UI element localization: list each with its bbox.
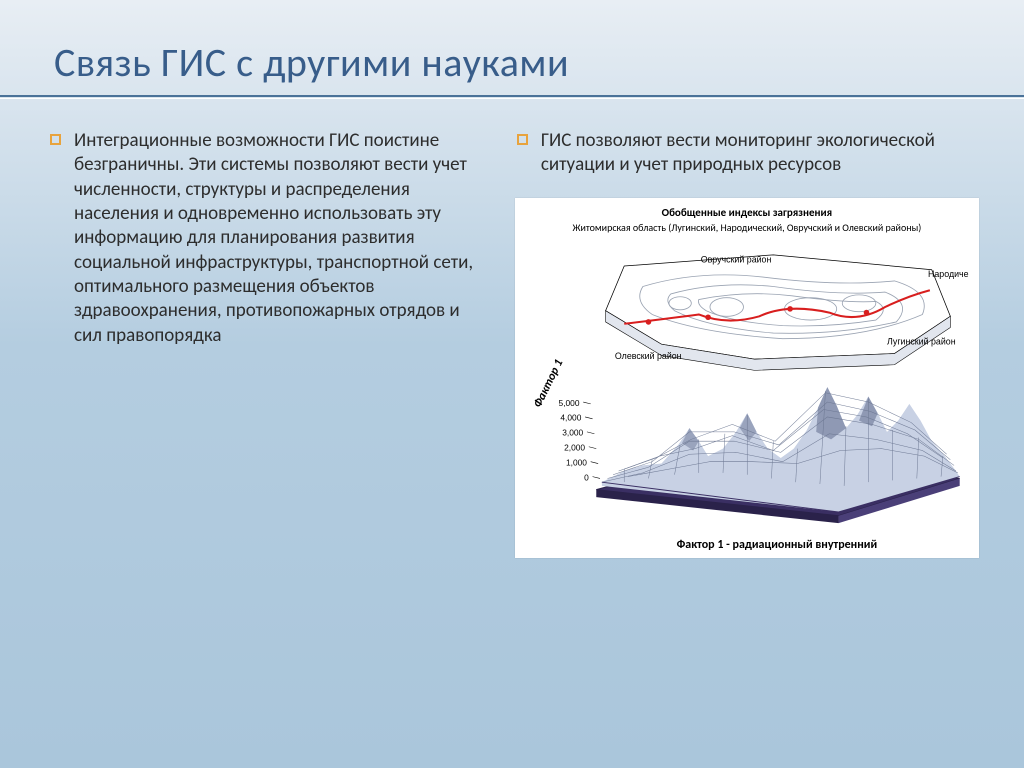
bullet-square-icon	[517, 134, 528, 145]
left-bullet-text: Интеграционные возможности ГИС поистине …	[74, 129, 473, 347]
diagram-svg: Овручский район Народический район Лугин…	[559, 240, 969, 538]
title-rule-light	[0, 98, 1024, 99]
diagram-subtitle: Житомирская область (Лугинский, Народиче…	[525, 221, 969, 234]
content-columns: Интеграционные возможности ГИС поистине …	[48, 129, 976, 558]
x-axis-label: Фактор 1 - радиационный внутренний	[525, 538, 969, 552]
gis-diagram: Обобщенные индексы загрязнения Житомирск…	[515, 198, 979, 558]
ytick-4000: 4,000	[560, 412, 581, 422]
left-bullet-item: Интеграционные возможности ГИС поистине …	[48, 129, 475, 348]
ytick-2000: 2,000	[564, 442, 585, 452]
diagram-viz: Фактор 1	[559, 240, 969, 538]
bullet-square-icon	[50, 134, 61, 145]
right-bullet-item: ГИС позволяют вести мониторинг экологиче…	[515, 129, 979, 178]
slide-title: Связь ГИС с другими науками	[48, 30, 976, 101]
map-label-top-right: Народический район	[928, 269, 969, 279]
left-column: Интеграционные возможности ГИС поистине …	[48, 129, 475, 558]
ytick-3000: 3,000	[562, 427, 583, 437]
surface-3d: 5,000 4,000 3,000 2,000 1,000 0	[559, 387, 960, 523]
ytick-5000: 5,000	[559, 397, 580, 407]
right-column: ГИС позволяют вести мониторинг экологиче…	[515, 129, 979, 558]
title-block: Связь ГИС с другими науками	[48, 30, 976, 101]
ytick-1000: 1,000	[566, 457, 587, 467]
contour-map-top: Овручский район Народический район Лугин…	[605, 254, 968, 370]
map-label-top-center: Овручский район	[701, 254, 772, 264]
title-rule-dark	[0, 95, 1024, 97]
diagram-title: Обобщенные индексы загрязнения	[525, 206, 969, 219]
right-bullet-text: ГИС позволяют вести мониторинг экологиче…	[541, 129, 935, 176]
map-label-bottom-left: Олевский район	[615, 351, 682, 361]
map-label-mid-right: Лугинский район	[887, 336, 956, 346]
ytick-0: 0	[584, 472, 589, 482]
